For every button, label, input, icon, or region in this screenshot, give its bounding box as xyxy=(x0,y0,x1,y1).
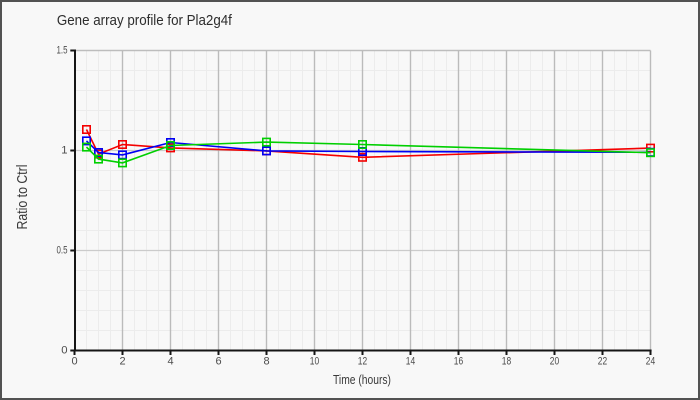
svg-text:14: 14 xyxy=(406,356,415,368)
svg-text:Time (hours): Time (hours) xyxy=(333,373,391,387)
svg-text:6: 6 xyxy=(215,356,221,368)
svg-text:20: 20 xyxy=(550,356,559,368)
svg-text:0.5: 0.5 xyxy=(57,245,68,257)
svg-text:1: 1 xyxy=(61,145,67,157)
svg-text:10: 10 xyxy=(310,356,319,368)
svg-text:4: 4 xyxy=(167,356,173,368)
svg-text:1.5: 1.5 xyxy=(57,45,68,57)
svg-text:0: 0 xyxy=(61,345,67,357)
svg-text:Gene array profile for Pla2g4f: Gene array profile for Pla2g4f xyxy=(57,12,233,29)
svg-text:24: 24 xyxy=(646,356,655,368)
svg-text:2: 2 xyxy=(119,356,125,368)
svg-text:12: 12 xyxy=(358,356,367,368)
svg-text:16: 16 xyxy=(454,356,463,368)
svg-text:8: 8 xyxy=(263,356,269,368)
svg-text:18: 18 xyxy=(502,356,511,368)
svg-text:Ratio to Ctrl: Ratio to Ctrl xyxy=(14,165,31,230)
svg-text:0: 0 xyxy=(71,356,77,368)
svg-text:22: 22 xyxy=(598,356,607,368)
